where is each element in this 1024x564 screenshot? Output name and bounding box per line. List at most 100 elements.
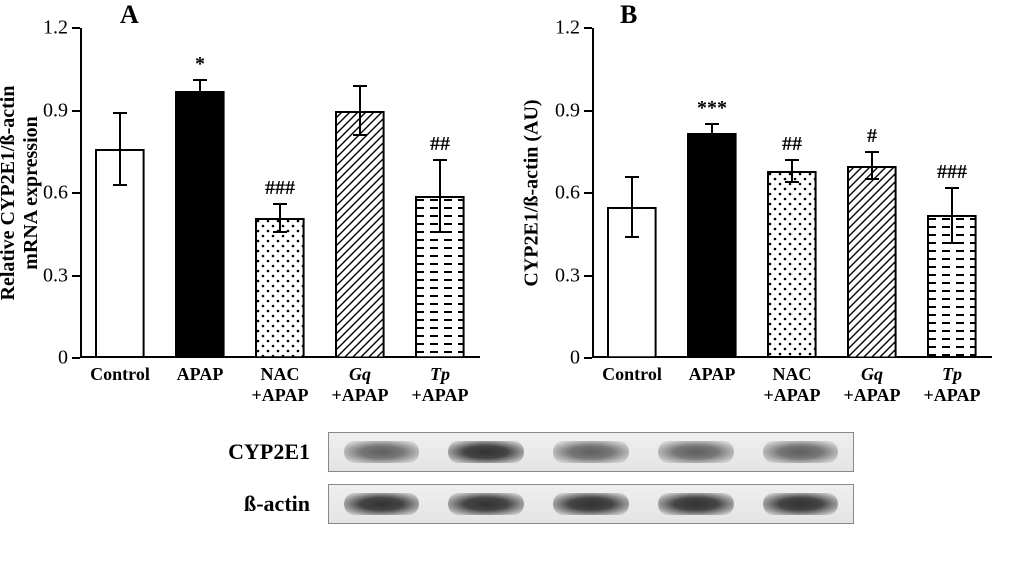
significance-marker: ##: [430, 133, 450, 156]
blot-row: CYP2E1: [170, 432, 854, 472]
error-cap: [273, 231, 287, 233]
x-tick-label: NAC+APAP: [764, 358, 821, 405]
panel-b: B CYP2E1/ß-actin (AU) Control***APAP##NA…: [512, 0, 1024, 420]
bar: [767, 171, 817, 358]
y-tick: [72, 275, 80, 277]
significance-marker: ###: [265, 177, 295, 200]
x-tick-label: Tp+APAP: [412, 358, 469, 405]
x-tick-label: APAP: [177, 358, 224, 385]
blot-band: [763, 441, 838, 463]
y-tick: [72, 192, 80, 194]
y-tick-label: 0.3: [555, 264, 580, 287]
error-bar: [359, 86, 361, 136]
y-tick: [584, 27, 592, 29]
panel-a-label: A: [120, 0, 139, 30]
error-bar: [279, 204, 281, 232]
chart-a: Relative CYP2E1/ß-actinmRNA expression C…: [80, 28, 480, 358]
blot-strip: [328, 432, 854, 472]
error-cap: [945, 187, 959, 189]
bar-group: ##Tp+APAP: [415, 28, 465, 358]
y-tick: [584, 110, 592, 112]
error-cap: [945, 242, 959, 244]
y-tick-label: 0: [570, 347, 580, 370]
panel-a: A Relative CYP2E1/ß-actinmRNA expression…: [0, 0, 512, 420]
bar-group: Gq+APAP: [335, 28, 385, 358]
x-tick-label: Control: [90, 358, 150, 385]
error-cap: [353, 134, 367, 136]
blot-lane: [539, 433, 644, 471]
x-tick-label: Gq+APAP: [332, 358, 389, 405]
y-tick: [72, 110, 80, 112]
error-cap: [865, 151, 879, 153]
x-tick-label: Tp+APAP: [924, 358, 981, 405]
error-cap: [193, 79, 207, 81]
bar: [335, 111, 385, 359]
blot-lane: [434, 433, 539, 471]
bar-group: #Gq+APAP: [847, 28, 897, 358]
error-cap: [353, 85, 367, 87]
bars-container: Control*APAP###NAC+APAPGq+APAP##Tp+APAP: [80, 28, 480, 358]
significance-marker: ##: [782, 133, 802, 156]
y-tick-label: 1.2: [43, 17, 68, 40]
blot-band: [344, 441, 419, 463]
significance-marker: #: [867, 125, 877, 148]
panel-b-label: B: [620, 0, 637, 30]
blot-band: [763, 493, 838, 515]
significance-marker: ***: [697, 97, 727, 120]
y-tick-label: 1.2: [555, 17, 580, 40]
error-bar: [439, 160, 441, 232]
blot-lane: [434, 485, 539, 523]
y-tick-label: 0.9: [555, 99, 580, 122]
error-cap: [705, 123, 719, 125]
blot-lane: [643, 433, 748, 471]
error-cap: [785, 159, 799, 161]
bar-group: Control: [607, 28, 657, 358]
x-tick-label: APAP: [689, 358, 736, 385]
y-axis-label: Relative CYP2E1/ß-actinmRNA expression: [0, 86, 43, 301]
blot-lane: [643, 485, 748, 523]
blot-row: ß-actin: [170, 484, 854, 524]
error-cap: [273, 203, 287, 205]
blot-lane: [329, 433, 434, 471]
blot-band: [553, 441, 628, 463]
error-cap: [193, 101, 207, 103]
error-cap: [625, 236, 639, 238]
bar: [175, 91, 225, 358]
y-tick-label: 0.6: [555, 182, 580, 205]
y-tick: [72, 357, 80, 359]
significance-marker: ###: [937, 161, 967, 184]
y-tick: [584, 357, 592, 359]
bar-group: ##NAC+APAP: [767, 28, 817, 358]
error-cap: [113, 184, 127, 186]
bar: [687, 133, 737, 359]
y-tick-label: 0.6: [43, 182, 68, 205]
error-bar: [631, 177, 633, 238]
y-tick: [72, 27, 80, 29]
blot-band: [658, 493, 733, 515]
blot-band: [553, 493, 628, 515]
blot-lane: [539, 485, 644, 523]
error-cap: [705, 140, 719, 142]
error-bar: [791, 160, 793, 182]
error-cap: [433, 231, 447, 233]
significance-marker: *: [195, 53, 205, 76]
blot-band: [448, 493, 523, 515]
bar-group: ###Tp+APAP: [927, 28, 977, 358]
blot-band: [344, 493, 419, 515]
blot-lane: [748, 433, 853, 471]
bar-group: ###NAC+APAP: [255, 28, 305, 358]
error-bar: [951, 188, 953, 243]
western-blot-section: CYP2E1 ß-actin: [170, 432, 854, 536]
error-bar: [119, 113, 121, 185]
bar-group: *APAP: [175, 28, 225, 358]
error-cap: [865, 178, 879, 180]
figure-row: A Relative CYP2E1/ß-actinmRNA expression…: [0, 0, 1024, 420]
blot-lane: [748, 485, 853, 523]
x-tick-label: Control: [602, 358, 662, 385]
blot-lane: [329, 485, 434, 523]
error-bar: [711, 124, 713, 141]
y-tick-label: 0.9: [43, 99, 68, 122]
bar: [847, 166, 897, 359]
y-tick: [584, 275, 592, 277]
error-cap: [625, 176, 639, 178]
